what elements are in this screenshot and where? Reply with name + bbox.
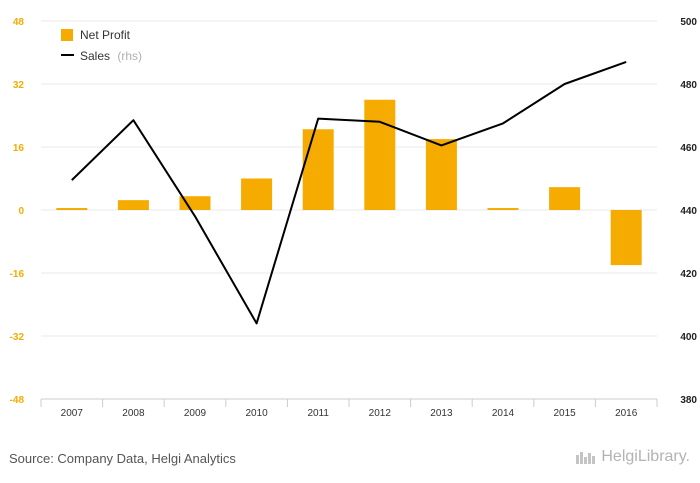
net-profit-bar [549,187,581,210]
library-icon [576,452,596,464]
legend-sales-suffix: (rhs) [117,49,142,63]
net-profit-bars [56,99,642,266]
x-tick-label: 2011 [307,408,329,419]
net-profit-bar [241,178,273,210]
legend-sales-label: Sales (rhs) [80,49,142,63]
x-tick-label: 2010 [245,408,268,419]
x-tick-label: 2007 [61,408,84,419]
brand-name: HelgiLibrary. [601,448,690,465]
left-axis-ticks: 48 32 16 0 -16 -32 -48 [10,17,25,406]
net-profit-bar [179,196,211,210]
x-tick-label: 2008 [122,408,145,419]
sales-line [71,60,627,325]
left-tick-label: -32 [10,332,25,343]
source-note: Source: Company Data, Helgi Analytics [9,451,236,466]
legend: Net Profit Sales (rhs) [61,28,142,63]
chart: 48 32 16 0 -16 -32 -48 500 480 460 440 420 400 380 2… [10,17,698,419]
x-tick-label: 2012 [369,408,392,419]
net-profit-bar [56,208,88,210]
right-tick-label: 480 [680,80,697,91]
left-tick-label: 32 [13,80,25,91]
left-tick-label: 16 [13,143,25,154]
right-axis-ticks: 500 480 460 440 420 400 380 [680,17,697,406]
left-tick-label: 48 [13,17,25,28]
x-tick-label: 2016 [615,408,638,419]
brand-logo: HelgiLibrary. [575,448,690,466]
legend-sales-name: Sales [80,49,110,63]
left-tick-label: -16 [10,269,25,280]
right-tick-label: 420 [680,269,697,280]
left-tick-label: -48 [10,395,25,406]
sales-line-group [71,60,627,325]
net-profit-bar [302,129,334,210]
net-profit-bar [117,200,149,210]
x-tick-label: 2014 [492,408,515,419]
left-tick-label: 0 [18,206,24,217]
net-profit-bar [610,210,642,266]
right-tick-label: 460 [680,143,697,154]
right-tick-label: 380 [680,395,697,406]
right-tick-label: 440 [680,206,697,217]
right-tick-label: 400 [680,332,697,343]
x-axis: 2007 2008 2009 2010 2011 2012 2013 2014 2015 2016 [40,398,658,419]
x-tick-label: 2015 [553,408,576,419]
legend-net-profit-swatch [61,29,73,41]
net-profit-bar [487,208,519,210]
net-profit-bar [364,99,396,210]
right-tick-label: 500 [680,17,697,28]
net-profit-bar [425,139,457,210]
legend-net-profit-label: Net Profit [80,28,131,42]
x-tick-label: 2009 [184,408,207,419]
x-tick-label: 2013 [430,408,453,419]
